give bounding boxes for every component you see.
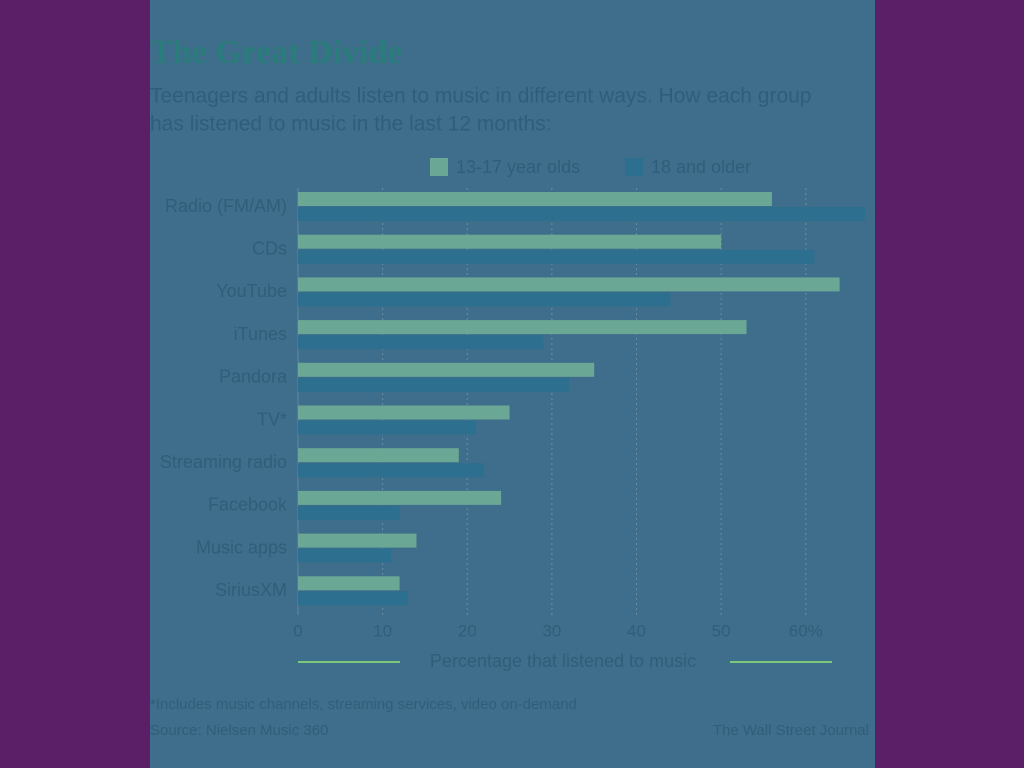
bar [298,576,400,591]
legend-label: 18 and older [651,157,751,177]
bar [298,335,544,350]
footnote: *Includes music channels, streaming serv… [150,696,577,713]
chart-title: The Great Divide [150,34,402,71]
bar [298,292,671,307]
legend-label: 13-17 year olds [456,157,580,177]
bar [298,362,595,377]
y-tick-label: Music apps [196,537,287,557]
y-tick-label: Radio (FM/AM) [165,196,287,216]
legend-swatch [625,158,643,176]
bar [298,234,722,249]
bar [298,533,417,548]
x-tick-label: 10 [373,621,392,640]
bar [298,591,409,606]
y-tick-label: YouTube [216,281,287,301]
bar [298,192,772,206]
x-tick-label: 50 [712,621,731,640]
y-tick-label: CDs [252,238,287,258]
bar [298,377,569,392]
bar [298,277,840,292]
y-tick-label: Pandora [219,367,288,387]
credit: The Wall Street Journal [713,722,869,739]
y-tick-label: iTunes [234,324,287,344]
legend-swatch [430,158,448,176]
bar [298,420,476,435]
bar [298,249,815,264]
y-tick-label: Streaming radio [160,452,287,472]
subtitle-line: Teenagers and adults listen to music in … [150,85,811,108]
y-tick-label: TV* [257,409,287,429]
x-tick-label: 60% [789,621,823,640]
bar [298,320,747,335]
bar [298,448,459,463]
y-tick-label: SiriusXM [215,580,287,600]
bar [298,548,392,563]
y-tick-label: Facebook [208,495,288,515]
x-tick-label: 20 [458,621,477,640]
bar [298,405,510,420]
x-axis-title: Percentage that listened to music [430,651,696,671]
x-tick-label: 40 [627,621,646,640]
source: Source: Nielsen Music 360 [150,722,328,739]
bar [298,505,400,520]
x-tick-label: 0 [293,621,302,640]
bar [298,463,485,478]
bar [298,207,865,221]
subtitle-line: has listened to music in the last 12 mon… [150,113,552,136]
x-tick-label: 30 [542,621,561,640]
bar [298,490,502,505]
